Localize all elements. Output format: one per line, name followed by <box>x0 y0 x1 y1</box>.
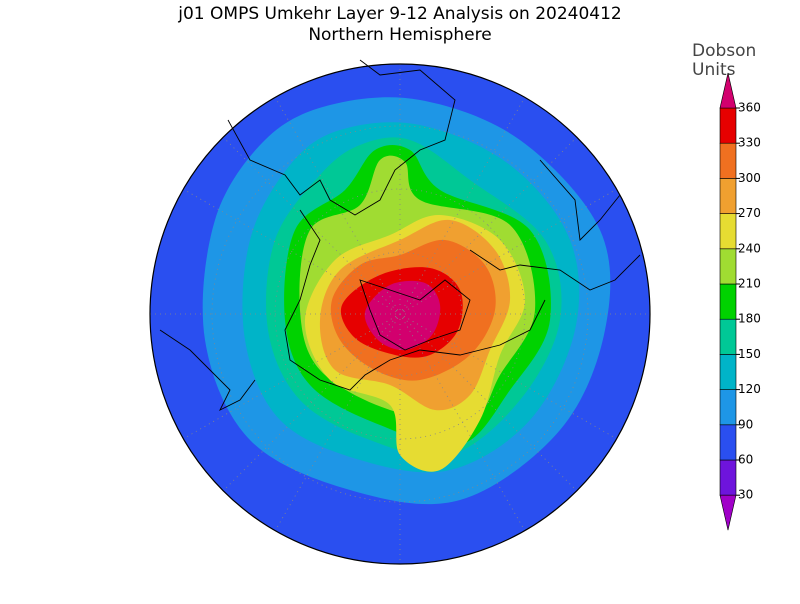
colorbar-tick-label: 180 <box>738 312 761 326</box>
colorbar-tick-label: 120 <box>738 382 761 396</box>
colorbar-segment <box>719 142 737 179</box>
map-border <box>149 63 651 565</box>
colorbar-tick-label: 60 <box>738 453 753 467</box>
colorbar-label: Units <box>692 60 736 80</box>
colorbar-extension-top <box>719 72 737 109</box>
colorbar-segment <box>719 107 737 144</box>
colorbar-tick-label: 90 <box>738 417 753 431</box>
colorbar-segment <box>719 424 737 461</box>
colorbar-extension-bottom <box>719 494 737 531</box>
colorbar-segment <box>719 178 737 214</box>
contour-region <box>364 280 441 351</box>
map <box>150 64 650 564</box>
colorbar-segment <box>719 318 737 355</box>
colorbar-tick-label: 270 <box>738 206 761 220</box>
colorbar-tick-label: 360 <box>738 101 761 115</box>
graticule <box>150 64 650 564</box>
colorbar-segment <box>719 283 737 320</box>
colorbar-tick-label: 150 <box>738 347 761 361</box>
coastlines <box>159 59 641 412</box>
colorbar: 30 60 90 120 150 180 210 240 270 300 330 360 <box>719 72 761 531</box>
title: j01 OMPS Umkehr Layer 9-12 Analysis on 2… <box>177 4 621 24</box>
map-overlay <box>149 59 651 565</box>
subtitle: Northern Hemisphere <box>308 25 491 45</box>
colorbar-segment <box>719 459 737 496</box>
colorbar-tick-label: 30 <box>738 488 753 502</box>
colorbar-segment <box>719 213 737 250</box>
colorbar-tick-label: 210 <box>738 277 761 291</box>
colorbar-tick-label: 330 <box>738 136 761 150</box>
colorbar-label: Dobson <box>692 41 756 61</box>
colorbar-segment <box>719 389 737 426</box>
colorbar-segment <box>719 354 737 390</box>
colorbar-tick-label: 240 <box>738 241 761 255</box>
colorbar-segment <box>719 248 737 285</box>
colorbar-tick-label: 300 <box>738 171 761 185</box>
